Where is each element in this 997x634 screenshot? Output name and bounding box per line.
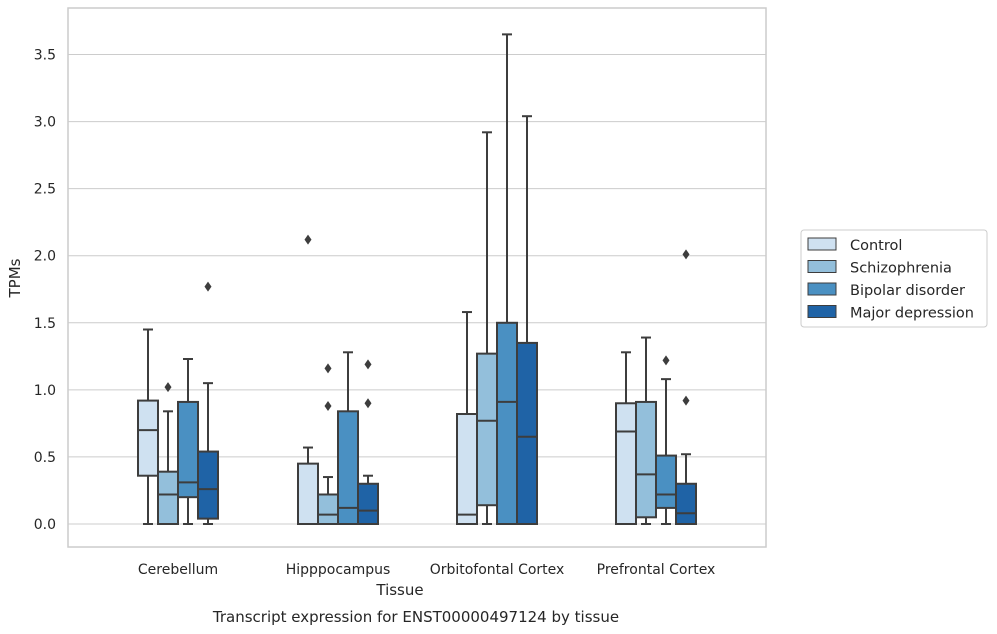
outlier-point — [164, 382, 172, 393]
legend-swatch — [807, 305, 837, 318]
box-body — [317, 493, 339, 526]
box-body — [456, 413, 478, 526]
box-body — [337, 410, 359, 526]
box-body — [496, 321, 518, 525]
outlier-point — [364, 359, 372, 370]
legend-swatch — [807, 237, 837, 251]
outlier-point — [682, 395, 690, 406]
box-major-depression — [675, 249, 697, 525]
box-plot-area — [137, 33, 697, 526]
legend-frame — [800, 229, 988, 328]
box-body — [297, 462, 319, 525]
box-major-depression — [197, 281, 219, 525]
outlier-point — [204, 281, 212, 292]
box-body — [137, 399, 159, 477]
box-schizophrenia — [317, 363, 339, 526]
box-body — [197, 450, 219, 520]
y-tick-label: 2.0 — [34, 249, 56, 265]
grid-lines — [68, 54, 766, 525]
x-axis-ticks: Cerebellum Hipppocampus Orbitofontal Corte… — [138, 562, 715, 578]
box-control — [297, 234, 319, 525]
outlier-point — [324, 400, 332, 411]
legend-label: Control — [850, 238, 902, 254]
box-body — [635, 400, 657, 519]
y-tick-label: 1.5 — [34, 316, 56, 332]
box-major-depression — [357, 359, 379, 525]
box-body — [357, 482, 379, 525]
box-schizophrenia — [635, 336, 657, 525]
box-body — [655, 454, 677, 509]
box-body — [516, 341, 538, 525]
box-schizophrenia — [157, 382, 179, 526]
x-axis-title: Tissue — [375, 581, 423, 599]
y-tick-label: 3.5 — [34, 48, 56, 64]
y-tick-label: 0.5 — [34, 450, 56, 466]
y-tick-label: 3.0 — [34, 115, 56, 131]
outlier-point — [662, 355, 670, 366]
box-body — [476, 352, 498, 507]
y-axis-ticks: 0.0 0.5 1.0 1.5 2.0 2.5 3.0 3.5 — [34, 48, 56, 534]
x-tick-label: Orbitofontal Cortex — [430, 562, 565, 578]
box-control — [137, 328, 159, 525]
box-control — [615, 351, 637, 525]
legend-label: Major depression — [850, 306, 974, 322]
box-bipolar-disorder — [177, 358, 199, 525]
legend-swatch — [807, 282, 837, 296]
outlier-point — [324, 363, 332, 374]
box-body — [675, 482, 697, 525]
legend: Control Schizophrenia Bipolar disorder Majo… — [800, 229, 988, 328]
y-tick-label: 2.5 — [34, 182, 56, 198]
outlier-point — [682, 249, 690, 260]
outlier-point — [304, 234, 312, 245]
box-bipolar-disorder — [496, 33, 518, 525]
x-tick-label: Hipppocampus — [286, 562, 391, 578]
y-axis-title: TPMs — [6, 258, 24, 298]
legend-swatch — [807, 260, 837, 273]
box-control — [456, 311, 478, 526]
x-tick-label: Cerebellum — [138, 562, 218, 578]
box-body — [177, 400, 199, 499]
y-tick-label: 0.0 — [34, 517, 56, 533]
legend-label: Bipolar disorder — [850, 283, 965, 299]
box-body — [157, 470, 179, 526]
box-bipolar-disorder — [655, 355, 677, 525]
plot-area-border — [67, 7, 767, 548]
box-major-depression — [516, 115, 538, 525]
box-bipolar-disorder — [337, 351, 359, 526]
y-tick-label: 1.0 — [34, 383, 56, 399]
x-tick-label: Prefrontal Cortex — [597, 562, 716, 578]
box-schizophrenia — [476, 131, 498, 525]
legend-label: Schizophrenia — [850, 261, 952, 277]
box-body — [615, 402, 637, 525]
chart-caption: Transcript expression for ENST0000049712… — [212, 608, 619, 626]
outlier-point — [364, 398, 372, 409]
